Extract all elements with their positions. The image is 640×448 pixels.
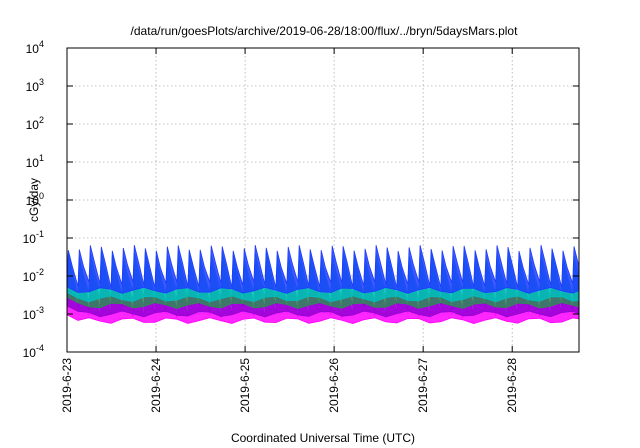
series-layer xyxy=(67,245,579,325)
flux-series-5 xyxy=(67,245,579,294)
y-tick-label: 104 xyxy=(26,39,44,56)
x-tick-label: 2019-6-28 xyxy=(505,358,519,413)
y-tick-label: 10-1 xyxy=(23,229,44,246)
chart-title: /data/run/goesPlots/archive/2019-06-28/1… xyxy=(131,24,519,38)
x-tick-label: 2019-6-23 xyxy=(60,358,74,413)
x-tick-label: 2019-6-27 xyxy=(416,358,430,413)
y-tick-label: 102 xyxy=(26,115,44,132)
y-tick-label: 103 xyxy=(26,77,44,94)
y-tick-label: 10-3 xyxy=(23,305,44,322)
x-tick-label: 2019-6-24 xyxy=(149,358,163,413)
ticks: 10-4 10-3 10-2 10-1 100 101 102 103 104 2019-6-23… xyxy=(23,39,579,413)
x-axis-label: Coordinated Universal Time (UTC) xyxy=(231,431,415,445)
y-tick-label: 10-2 xyxy=(23,267,44,284)
x-tick-label: 2019-6-25 xyxy=(238,358,252,413)
y-tick-label: 10-4 xyxy=(23,343,44,360)
y-tick-label: 101 xyxy=(26,153,44,170)
y-axis-label: cGy/day xyxy=(27,178,41,222)
x-tick-label: 2019-6-26 xyxy=(327,358,341,413)
y-tick-label: 100 xyxy=(26,191,44,208)
